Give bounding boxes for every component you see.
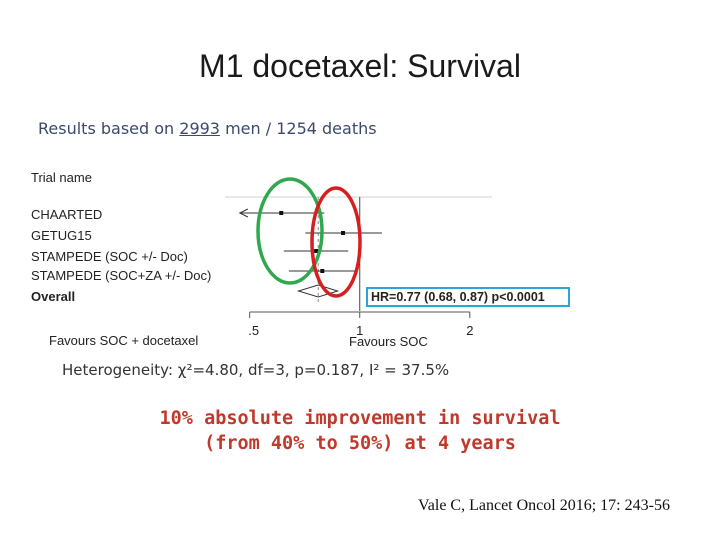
favours-left-label: Favours SOC + docetaxel (49, 333, 199, 348)
trial-label-chaarted: CHAARTED (31, 207, 103, 222)
point-estimate (320, 269, 325, 273)
conclusion-line-1: 10% absolute improvement in survival (159, 408, 561, 429)
heterogeneity-text: Heterogeneity: χ²=4.80, df=3, p=0.187, I… (62, 361, 450, 379)
conclusion-line-2: (from 40% to 50%) at 4 years (204, 433, 516, 454)
trial-label-stampede-soc-za: STAMPEDE (SOC+ZA +/- Doc) (31, 268, 212, 283)
green-highlight-ellipse (256, 177, 324, 285)
conclusion-text: 10% absolute improvement in survival (fr… (0, 406, 720, 456)
trial-label-stampede-soc: STAMPEDE (SOC +/- Doc) (31, 249, 188, 264)
ci-arrow (238, 208, 249, 218)
results-middle: men / 1254 deaths (219, 119, 377, 138)
pooled-diamond (296, 284, 340, 298)
favours-right-label: Favours SOC (349, 334, 428, 349)
summary-hr-box: HR=0.77 (0.68, 0.87) p<0.0001 (366, 287, 570, 307)
point-estimate (279, 211, 284, 215)
trial-label-overall: Overall (31, 289, 76, 304)
results-prefix: Results based on (38, 119, 180, 138)
x-tick-label: 2 (466, 323, 473, 338)
citation: Vale C, Lancet Oncol 2016; 17: 243-56 (418, 497, 670, 514)
point-estimate (314, 249, 319, 253)
red-highlight-ellipse (310, 186, 362, 298)
trial-label-getug15: GETUG15 (31, 228, 92, 243)
slide-title: M1 docetaxel: Survival (199, 48, 521, 84)
men-count: 2993 (179, 119, 220, 138)
trial-name-header: Trial name (31, 170, 92, 185)
results-summary: Results based on 2993 men / 1254 deaths (38, 119, 377, 138)
x-tick-label: 1 (356, 323, 363, 338)
x-tick-label: .5 (248, 323, 259, 338)
point-estimate (341, 231, 346, 235)
